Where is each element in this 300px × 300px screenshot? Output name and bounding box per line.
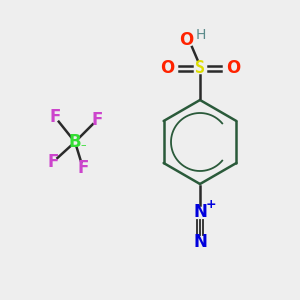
Text: H: H [196,28,206,42]
Text: F: F [77,159,89,177]
Text: F: F [49,108,61,126]
Text: O: O [226,59,240,77]
Text: F: F [91,111,103,129]
Text: F: F [47,153,59,171]
Text: –: – [80,140,86,150]
Text: N: N [193,203,207,221]
Text: +: + [206,197,216,211]
Text: O: O [179,31,193,49]
Text: B: B [69,133,81,151]
Text: O: O [160,59,174,77]
Text: S: S [195,59,205,77]
Text: N: N [193,233,207,251]
